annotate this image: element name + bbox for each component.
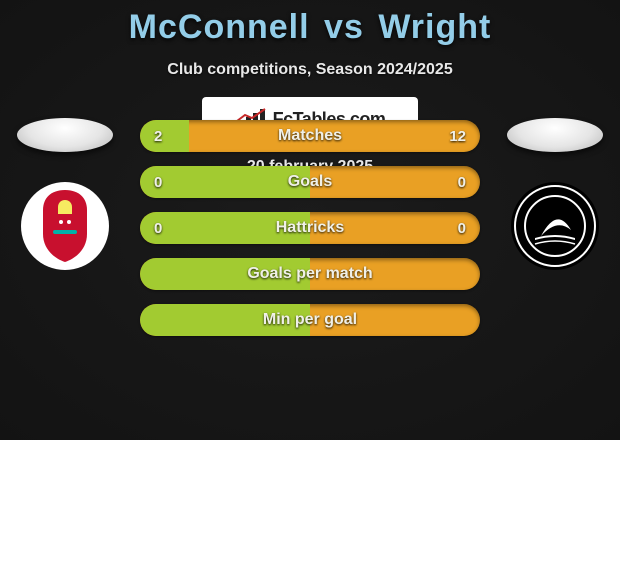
title: McConnell vs Wright bbox=[0, 8, 620, 47]
title-vs: vs bbox=[324, 8, 364, 46]
top-panel: McConnell vs Wright Club competitions, S… bbox=[0, 0, 620, 440]
comparison-bars: 2 Matches 12 0 Goals 0 0 Hattricks 0 Goals per ma… bbox=[140, 120, 480, 336]
left-column bbox=[10, 118, 120, 270]
stat-value-right: 12 bbox=[449, 128, 466, 145]
subtitle: Club competitions, Season 2024/2025 bbox=[0, 61, 620, 79]
stat-value-right: 0 bbox=[458, 220, 466, 237]
stat-bar: 2 Matches 12 bbox=[140, 120, 480, 152]
stat-label: Hattricks bbox=[276, 219, 344, 237]
plymouth-crest-icon bbox=[511, 182, 599, 270]
title-player-right: Wright bbox=[378, 8, 491, 46]
liverpool-crest-icon bbox=[21, 182, 109, 270]
title-player-left: McConnell bbox=[129, 8, 310, 46]
right-column bbox=[500, 118, 610, 270]
stat-bar: 0 Goals 0 bbox=[140, 166, 480, 198]
stat-bar-fill-left bbox=[140, 166, 310, 198]
player-disc-right bbox=[507, 118, 603, 152]
stat-bar-fill-left bbox=[140, 120, 189, 152]
player-disc-left bbox=[17, 118, 113, 152]
stat-label: Matches bbox=[278, 127, 342, 145]
comparison-infographic: McConnell vs Wright Club competitions, S… bbox=[0, 0, 620, 580]
stat-value-left: 0 bbox=[154, 220, 162, 237]
stat-bar: Min per goal bbox=[140, 304, 480, 336]
stat-value-right: 0 bbox=[458, 174, 466, 191]
stat-bar: 0 Hattricks 0 bbox=[140, 212, 480, 244]
stat-value-left: 2 bbox=[154, 128, 162, 145]
stat-label: Min per goal bbox=[263, 311, 357, 329]
stat-value-left: 0 bbox=[154, 174, 162, 191]
stat-label: Goals per match bbox=[247, 265, 372, 283]
stat-bar: Goals per match bbox=[140, 258, 480, 290]
bottom-panel bbox=[0, 440, 620, 580]
stat-label: Goals bbox=[288, 173, 332, 191]
club-badge-left bbox=[21, 182, 109, 270]
club-badge-right bbox=[511, 182, 599, 270]
